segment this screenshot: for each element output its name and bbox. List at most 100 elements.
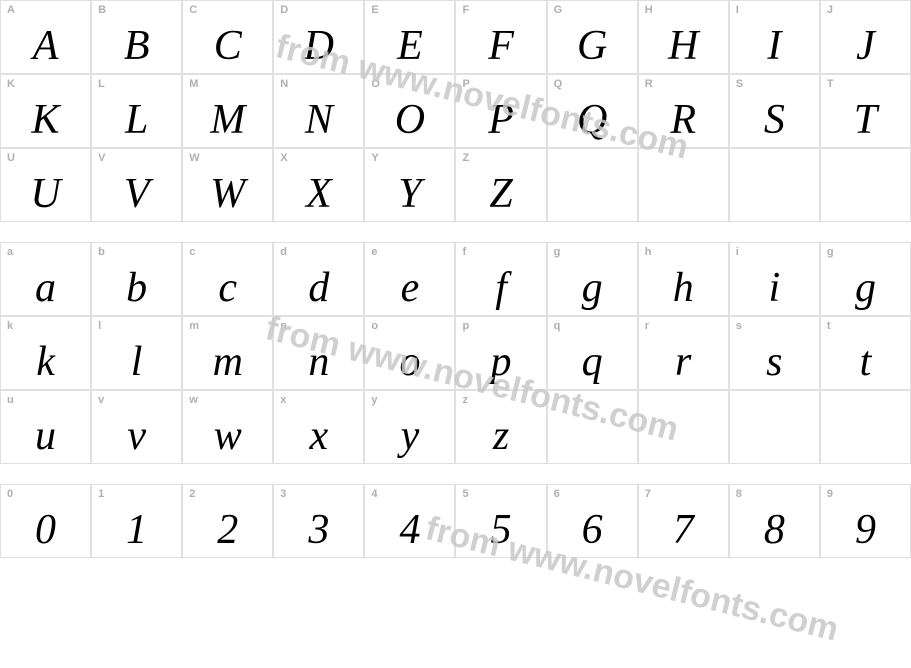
glyph-cell: 33	[273, 484, 364, 558]
glyph-cell: UU	[0, 148, 91, 222]
cell-glyph: z	[493, 415, 509, 457]
glyph-row: aabbccddeeffgghhiigg	[0, 242, 911, 316]
glyph-cell: 11	[91, 484, 182, 558]
glyph-cell: SS	[729, 74, 820, 148]
glyph-cell: LL	[91, 74, 182, 148]
cell-glyph: I	[767, 25, 781, 67]
glyph-cell: 99	[820, 484, 911, 558]
cell-label: L	[98, 78, 105, 90]
cell-label: F	[462, 4, 469, 16]
glyph-cell: oo	[364, 316, 455, 390]
glyph-cell: vv	[91, 390, 182, 464]
glyph-cell	[638, 148, 729, 222]
cell-glyph: u	[35, 415, 56, 457]
row-spacer	[0, 464, 911, 484]
cell-label: G	[554, 4, 563, 16]
glyph-cell: 77	[638, 484, 729, 558]
glyph-cell: ii	[729, 242, 820, 316]
glyph-cell: II	[729, 0, 820, 74]
cell-glyph: l	[131, 341, 143, 383]
glyph-cell: DD	[273, 0, 364, 74]
cell-glyph: 0	[35, 509, 56, 551]
cell-label: C	[189, 4, 197, 16]
glyph-cell: ll	[91, 316, 182, 390]
cell-label: e	[371, 246, 377, 258]
glyph-cell	[638, 390, 729, 464]
glyph-row: AABBCCDDEEFFGGHHIIJJ	[0, 0, 911, 74]
cell-label: i	[736, 246, 739, 258]
cell-glyph: T	[854, 99, 877, 141]
glyph-cell: aa	[0, 242, 91, 316]
glyph-cell: qq	[547, 316, 638, 390]
glyph-chart: AABBCCDDEEFFGGHHIIJJKKLLMMNNOOPPQQRRSSTT…	[0, 0, 911, 558]
cell-label: n	[280, 320, 287, 332]
cell-label: r	[645, 320, 649, 332]
glyph-cell: bb	[91, 242, 182, 316]
cell-label: W	[189, 152, 199, 164]
cell-label: A	[7, 4, 15, 16]
glyph-cell: zz	[455, 390, 546, 464]
cell-glyph: q	[582, 341, 603, 383]
glyph-cell: pp	[455, 316, 546, 390]
glyph-cell: cc	[182, 242, 273, 316]
glyph-cell: ZZ	[455, 148, 546, 222]
cell-label: P	[462, 78, 469, 90]
cell-glyph: V	[124, 173, 150, 215]
glyph-cell: QQ	[547, 74, 638, 148]
cell-label: m	[189, 320, 199, 332]
cell-glyph: 4	[399, 509, 420, 551]
cell-label: J	[827, 4, 833, 16]
glyph-row: UUVVWWXXYYZZ	[0, 148, 911, 222]
cell-label: 1	[98, 488, 104, 500]
glyph-cell: ee	[364, 242, 455, 316]
cell-label: N	[280, 78, 288, 90]
cell-label: b	[98, 246, 105, 258]
cell-label: c	[189, 246, 195, 258]
cell-glyph: M	[210, 99, 245, 141]
glyph-row: 00112233445566778899	[0, 484, 911, 558]
cell-label: D	[280, 4, 288, 16]
glyph-cell: VV	[91, 148, 182, 222]
glyph-cell: MM	[182, 74, 273, 148]
glyph-cell: KK	[0, 74, 91, 148]
cell-glyph: L	[125, 99, 148, 141]
cell-glyph: 8	[764, 509, 785, 551]
glyph-cell: uu	[0, 390, 91, 464]
cell-glyph: f	[495, 267, 507, 309]
cell-label: k	[7, 320, 13, 332]
row-spacer	[0, 222, 911, 242]
cell-label: p	[462, 320, 469, 332]
glyph-cell: 22	[182, 484, 273, 558]
cell-label: 2	[189, 488, 195, 500]
glyph-cell: gg	[820, 242, 911, 316]
cell-glyph: h	[673, 267, 694, 309]
cell-glyph: X	[306, 173, 332, 215]
cell-label: a	[7, 246, 13, 258]
glyph-cell: 44	[364, 484, 455, 558]
cell-glyph: S	[764, 99, 785, 141]
cell-glyph: d	[308, 267, 329, 309]
cell-label: O	[371, 78, 380, 90]
cell-glyph: A	[33, 25, 59, 67]
cell-label: Q	[554, 78, 563, 90]
cell-label: V	[98, 152, 105, 164]
cell-glyph: g	[582, 267, 603, 309]
cell-glyph: E	[397, 25, 423, 67]
cell-glyph: n	[308, 341, 329, 383]
cell-glyph: g	[855, 267, 876, 309]
cell-glyph: P	[488, 99, 514, 141]
cell-label: o	[371, 320, 378, 332]
glyph-cell: OO	[364, 74, 455, 148]
cell-label: x	[280, 394, 286, 406]
cell-label: q	[554, 320, 561, 332]
cell-label: 4	[371, 488, 377, 500]
glyph-cell	[820, 390, 911, 464]
cell-label: u	[7, 394, 14, 406]
glyph-cell: 55	[455, 484, 546, 558]
cell-label: Z	[462, 152, 469, 164]
glyph-cell: 66	[547, 484, 638, 558]
cell-glyph: H	[668, 25, 698, 67]
cell-glyph: e	[401, 267, 420, 309]
glyph-cell: GG	[547, 0, 638, 74]
cell-glyph: v	[127, 415, 146, 457]
